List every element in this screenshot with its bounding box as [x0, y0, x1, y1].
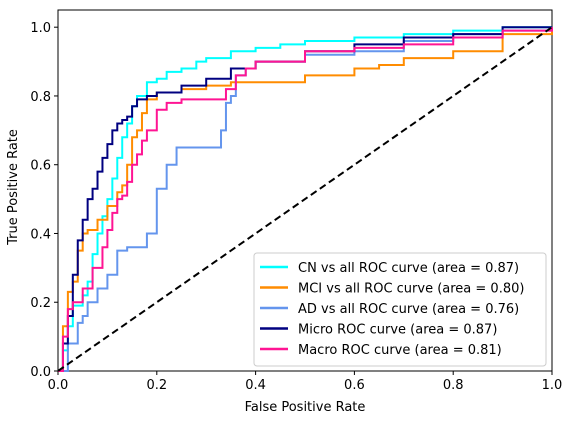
- chance-diagonal-line: [57, 26, 553, 372]
- y-axis-label: True Positive Rate: [6, 129, 21, 246]
- x-tick-label: 0.4: [245, 378, 266, 393]
- y-tick-label: 0.6: [30, 159, 51, 174]
- y-tick-label: 1.0: [30, 21, 51, 36]
- x-axis-label: False Positive Rate: [245, 400, 366, 415]
- y-tick-label: 0.2: [30, 296, 51, 311]
- series-lines: [57, 26, 553, 372]
- x-axis: 0.0 0.2 0.4 0.6 0.8 1.0: [48, 371, 563, 393]
- y-tick-label: 0.4: [30, 227, 51, 242]
- x-tick-label: 0.0: [48, 378, 69, 393]
- legend: CN vs all ROC curve (area = 0.87) MCI vs …: [253, 252, 547, 367]
- roc-curve-4: [58, 27, 553, 372]
- y-tick-label: 0.0: [30, 365, 51, 380]
- plot-area: [57, 9, 553, 372]
- legend-entry-label: AD vs all ROC curve (area = 0.76): [298, 302, 519, 317]
- x-tick-label: 0.8: [443, 378, 464, 393]
- legend-box: [253, 252, 547, 367]
- roc-curve-2: [58, 27, 553, 372]
- y-axis: 0.0 0.2 0.4 0.6 0.8 1.0: [30, 21, 58, 380]
- legend-entry-label: Micro ROC curve (area = 0.87): [298, 323, 497, 338]
- y-tick-label: 0.8: [30, 90, 51, 105]
- legend-entry-label: Macro ROC curve (area = 0.81): [298, 343, 502, 358]
- x-tick-label: 0.2: [146, 378, 167, 393]
- roc-curve-1: [58, 27, 553, 372]
- x-tick-label: 0.6: [344, 378, 365, 393]
- legend-entry-label: CN vs all ROC curve (area = 0.87): [298, 261, 519, 276]
- legend-entry-label: MCI vs all ROC curve (area = 0.80): [298, 282, 524, 297]
- plot-frame: [57, 9, 553, 372]
- x-tick-label: 1.0: [542, 378, 563, 393]
